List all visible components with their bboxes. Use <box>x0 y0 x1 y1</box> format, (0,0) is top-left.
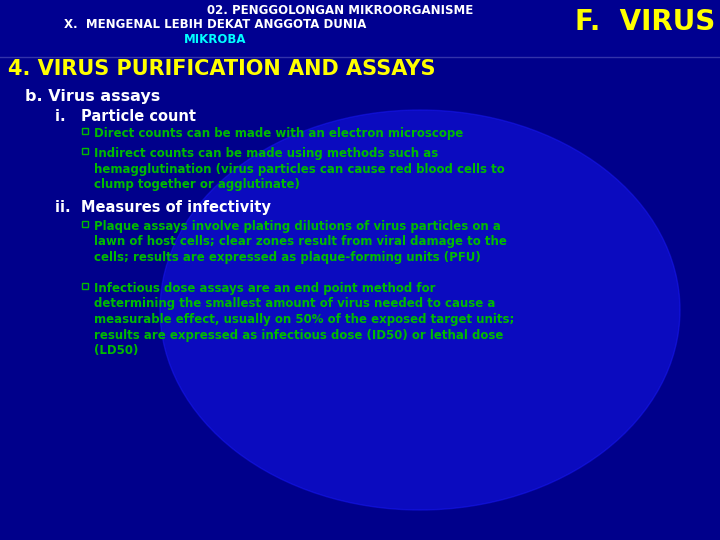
Text: Plaque assays involve plating dilutions of virus particles on a
lawn of host cel: Plaque assays involve plating dilutions … <box>94 220 507 264</box>
Text: ii.  Measures of infectivity: ii. Measures of infectivity <box>55 200 271 215</box>
Bar <box>82 283 88 289</box>
Text: MIKROBA: MIKROBA <box>184 33 246 46</box>
Text: Infectious dose assays are an end point method for
determining the smallest amou: Infectious dose assays are an end point … <box>94 282 514 357</box>
Bar <box>82 128 88 134</box>
Text: 4. VIRUS PURIFICATION AND ASSAYS: 4. VIRUS PURIFICATION AND ASSAYS <box>8 59 436 79</box>
Text: X.  MENGENAL LEBIH DEKAT ANGGOTA DUNIA: X. MENGENAL LEBIH DEKAT ANGGOTA DUNIA <box>64 18 366 31</box>
Ellipse shape <box>160 110 680 510</box>
Bar <box>0 0 720 57</box>
Text: F.  VIRUS: F. VIRUS <box>575 8 715 36</box>
Text: i.   Particle count: i. Particle count <box>55 109 196 124</box>
Text: b. Virus assays: b. Virus assays <box>25 89 161 104</box>
Text: 02. PENGGOLONGAN MIKROORGANISME: 02. PENGGOLONGAN MIKROORGANISME <box>207 4 473 17</box>
Bar <box>82 221 88 227</box>
Bar <box>82 148 88 154</box>
Text: Direct counts can be made with an electron microscope: Direct counts can be made with an electr… <box>94 127 463 140</box>
Text: Indirect counts can be made using methods such as
hemagglutination (virus partic: Indirect counts can be made using method… <box>94 147 505 191</box>
